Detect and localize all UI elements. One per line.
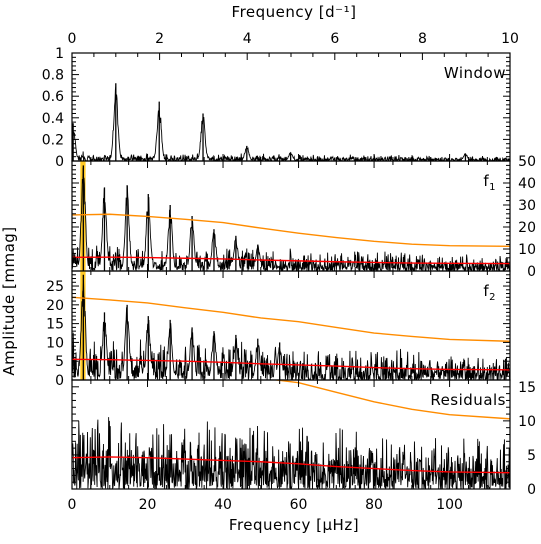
panel-label: Window [444, 64, 506, 82]
x-tick-label-bottom: 100 [436, 497, 463, 513]
noise-level-line [72, 256, 510, 265]
y-tick-label-left: 0 [55, 154, 64, 170]
panel-frame [71, 270, 511, 381]
y-tick-label-right: 0 [527, 482, 536, 498]
y-axis-label: Amplitude [mmag] [0, 226, 18, 375]
panel-4: 0 5 10 15 Residuals [71, 379, 536, 498]
y-tick-label-right: 20 [518, 220, 536, 236]
y-tick-label-left: 25 [46, 279, 64, 295]
plot-layer: 00.20.40.60.81Window01020304050f10510152… [42, 31, 536, 513]
panel-3-series [72, 271, 510, 380]
y-tick-label-left: 0.8 [42, 68, 64, 84]
panel-label-main: f [483, 172, 489, 190]
panel-1-series [72, 83, 510, 161]
panel-label: f2 [483, 282, 496, 303]
y-tick-label-right: 0 [527, 264, 536, 280]
y-tick-label-left: 0.6 [42, 89, 64, 105]
panel-3: 0 5 10 15 20 25 f2 [46, 270, 511, 389]
x-tick-label-bottom: 20 [139, 497, 157, 513]
x-tick-label-top: 8 [418, 31, 427, 47]
panel-label-sub: 1 [489, 182, 496, 193]
y-tick-label-right: 50 [518, 154, 536, 170]
x-tick-label-top: 2 [155, 31, 164, 47]
panel-label-main: f [483, 282, 489, 300]
y-tick-label-right: 10 [518, 414, 536, 430]
significance-line [72, 296, 510, 342]
y-tick-label-left: 0.2 [42, 132, 64, 148]
y-tick-label-left: 10 [46, 335, 64, 351]
y-tick-label-left: 15 [46, 317, 64, 333]
panel-label-sub: 2 [489, 292, 496, 303]
x-tick-label-top: 4 [243, 31, 252, 47]
spectrum-line [72, 167, 510, 271]
y-tick-label-left: 1 [55, 46, 64, 62]
x-axis-label-bottom: Frequency [μHz] [229, 516, 359, 534]
noise-level-line [72, 358, 510, 371]
x-tick-label-bottom: 80 [365, 497, 383, 513]
y-tick-label-right: 15 [518, 380, 536, 396]
panel-label: Residuals [430, 391, 506, 409]
y-tick-label-right: 30 [518, 198, 536, 214]
x-tick-label-bottom: 60 [290, 497, 308, 513]
panel-label: f1 [483, 172, 496, 193]
y-tick-label-left: 5 [55, 354, 64, 370]
panel-2-series [72, 161, 510, 271]
noise-level-line [72, 456, 510, 474]
spectrum-line [72, 86, 510, 161]
panel-2: 0 10 20 30 40 50 f1 [71, 154, 536, 280]
x-tick-label-bottom: 40 [214, 497, 232, 513]
x-tick-label-bottom: 0 [68, 497, 77, 513]
y-tick-label-left: 0.4 [42, 111, 64, 127]
y-tick-label-left: 0 [55, 373, 64, 389]
y-tick-label-right: 40 [518, 176, 536, 192]
x-tick-label-top: 10 [501, 31, 519, 47]
y-tick-label-right: 10 [518, 242, 536, 258]
y-tick-label-right: 5 [527, 448, 536, 464]
panel-1: 0 0.2 0.4 0.6 0.8 1 Window [42, 46, 511, 170]
x-tick-label-top: 0 [68, 31, 77, 47]
significance-line [72, 213, 510, 248]
y-tick-label-left: 20 [46, 298, 64, 314]
x-axis-label-top: Frequency [d⁻¹] [232, 3, 357, 21]
spectrum-line [72, 417, 510, 489]
x-tick-label-top: 6 [330, 31, 339, 47]
